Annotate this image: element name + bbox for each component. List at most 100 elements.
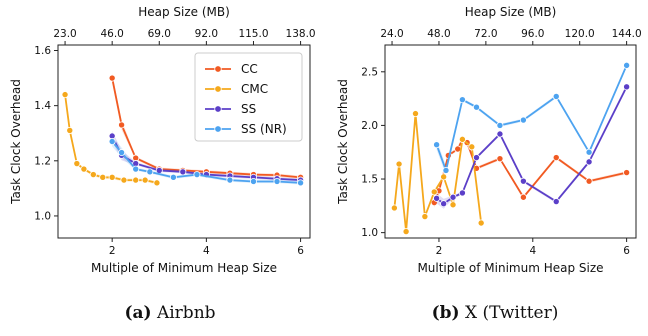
series-line: [435, 65, 628, 172]
series-line: [111, 140, 301, 184]
data-point: [132, 176, 140, 184]
data-point: [153, 179, 161, 187]
data-point: [440, 200, 448, 208]
y-tick-label: 1.0: [361, 227, 378, 239]
top-tick-label: 138.0: [286, 28, 316, 40]
data-point: [61, 91, 69, 99]
series-line: [393, 112, 483, 233]
data-point: [249, 177, 257, 185]
data-point: [458, 96, 466, 104]
legend-swatch-marker: [214, 125, 222, 133]
series-band: [436, 63, 627, 176]
legend-box: [194, 52, 303, 142]
caption-a-label: (a): [124, 303, 151, 323]
y-tick-label: 1.4: [34, 100, 51, 112]
data-point: [585, 177, 593, 185]
data-point: [169, 173, 177, 181]
data-point: [390, 204, 398, 212]
plot-frame: [384, 44, 637, 239]
data-point: [442, 166, 450, 174]
data-point: [226, 176, 234, 184]
caption-a: (a) Airbnb: [124, 303, 215, 323]
chart-airbnb: 2 4 6 1.0 1.2 1.4 1.623.0 46.0 69.0 92.0 115.0 138.…: [9, 5, 316, 275]
data-point: [402, 228, 410, 236]
data-point: [458, 135, 466, 143]
top-tick-label: 69.0: [148, 28, 171, 40]
chart-twitter: 2 4 6 1.0 1.5 2.0 2.5 24.0 48.0 72.0 96.0 120.0 144.…: [336, 5, 642, 275]
top-tick-label: 144.0: [612, 28, 642, 40]
data-point: [99, 173, 107, 181]
data-point: [519, 116, 527, 124]
data-point: [623, 61, 631, 69]
legend-label: CC: [241, 62, 258, 76]
x-tick-label: 2: [109, 245, 116, 257]
data-point: [146, 168, 154, 176]
y-tick-label: 2.0: [361, 120, 378, 132]
y-tick-label: 1.0: [34, 210, 51, 222]
y-tick-label: 1.5: [361, 174, 378, 186]
data-point: [433, 141, 441, 149]
legend-entry: CC: [205, 62, 258, 76]
top-tick-label: 120.0: [565, 28, 595, 40]
series-ss: [433, 83, 631, 209]
data-point: [108, 137, 116, 145]
legend-swatch-marker: [214, 105, 222, 113]
data-point: [179, 168, 187, 176]
series-band: [112, 136, 301, 185]
data-point: [120, 176, 128, 184]
data-point: [89, 171, 97, 179]
data-point: [472, 103, 480, 111]
legend-label: CMC: [241, 82, 268, 96]
caption-b-label: (b): [432, 303, 460, 323]
x-tick-label: 4: [529, 245, 536, 257]
data-point: [585, 158, 593, 166]
data-point: [519, 177, 527, 185]
y-tick-label: 1.2: [34, 155, 51, 167]
plot-frame: [57, 44, 311, 239]
data-point: [132, 165, 140, 173]
legend: CC CMC SS SS (NR): [194, 52, 303, 142]
data-point: [552, 92, 560, 100]
caption-a-text: Airbnb: [152, 303, 216, 323]
series-ss-nr-: [433, 61, 631, 176]
top-tick-label: 23.0: [53, 28, 76, 40]
x-tick-label: 6: [297, 245, 304, 257]
data-point: [411, 110, 419, 118]
data-point: [193, 171, 201, 179]
series-line: [433, 138, 627, 203]
series-ss-nr-: [108, 136, 305, 187]
data-point: [273, 177, 281, 185]
data-point: [458, 189, 466, 197]
x-axis-label: Multiple of Minimum Heap Size: [417, 261, 603, 275]
top-tick-label: 72.0: [474, 28, 497, 40]
x-tick-label: 4: [203, 245, 210, 257]
top-axis-label: Heap Size (MB): [138, 5, 230, 19]
data-point: [118, 149, 126, 157]
data-point: [585, 148, 593, 156]
data-point: [297, 179, 305, 187]
data-point: [118, 121, 126, 129]
top-tick-label: 46.0: [100, 28, 123, 40]
data-point: [395, 160, 403, 168]
top-tick-label: 96.0: [521, 28, 544, 40]
data-point: [66, 126, 74, 134]
data-point: [552, 154, 560, 162]
data-point: [496, 130, 504, 138]
series-band: [434, 137, 627, 208]
legend-entry: SS (NR): [205, 122, 287, 136]
x-axis-label: Multiple of Minimum Heap Size: [91, 261, 277, 275]
data-point: [80, 165, 88, 173]
series-line: [111, 77, 301, 179]
y-tick-label: 1.6: [34, 45, 51, 57]
legend-label: SS (NR): [241, 122, 287, 136]
series-band: [436, 85, 627, 209]
legend-swatch-marker: [214, 85, 222, 93]
data-point: [440, 173, 448, 181]
data-point: [449, 193, 457, 201]
data-point: [552, 198, 560, 206]
data-point: [421, 213, 429, 221]
top-tick-label: 92.0: [195, 28, 218, 40]
series-cmc: [61, 89, 161, 187]
data-point: [477, 219, 485, 227]
